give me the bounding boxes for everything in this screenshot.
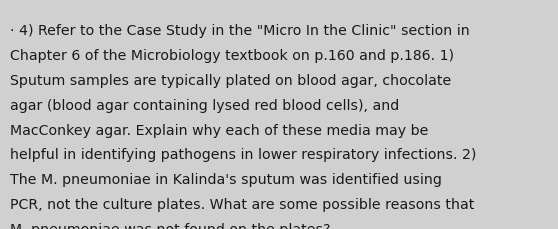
Text: M. pneumoniae was not found on the plates?: M. pneumoniae was not found on the plate… [10,222,330,229]
Text: Sputum samples are typically plated on blood agar, chocolate: Sputum samples are typically plated on b… [10,74,451,87]
Text: agar (blood agar containing lysed red blood cells), and: agar (blood agar containing lysed red bl… [10,98,400,112]
Text: helpful in identifying pathogens in lower respiratory infections. 2): helpful in identifying pathogens in lowe… [10,148,477,162]
Text: MacConkey agar. Explain why each of these media may be: MacConkey agar. Explain why each of thes… [10,123,429,137]
Text: Chapter 6 of the Microbiology textbook on p.160 and p.186. 1): Chapter 6 of the Microbiology textbook o… [10,49,454,63]
Text: The M. pneumoniae in Kalinda's sputum was identified using: The M. pneumoniae in Kalinda's sputum wa… [10,172,442,186]
Text: · 4) Refer to the Case Study in the "Micro In the Clinic" section in: · 4) Refer to the Case Study in the "Mic… [10,24,470,38]
Text: PCR, not the culture plates. What are some possible reasons that: PCR, not the culture plates. What are so… [10,197,474,211]
